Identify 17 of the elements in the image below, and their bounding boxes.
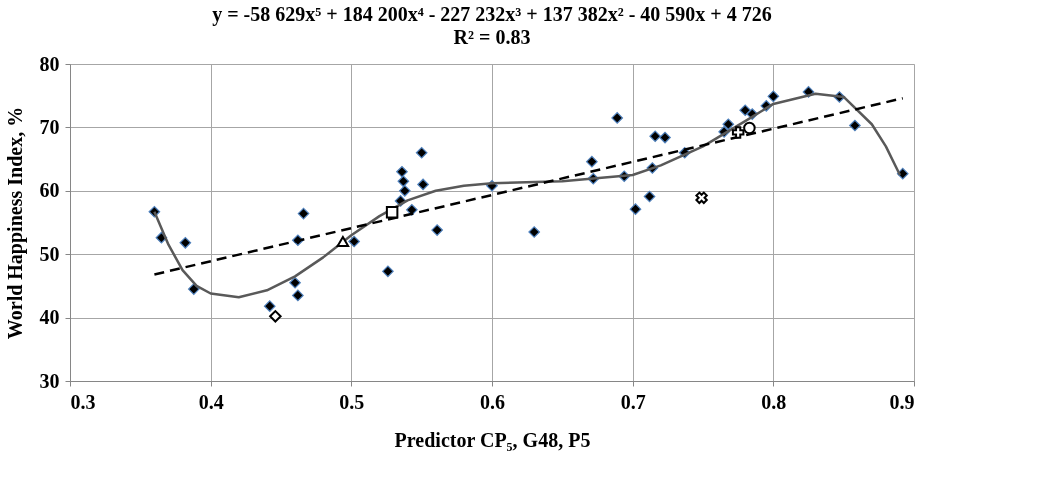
x-tick-label: 0.7 xyxy=(620,390,646,413)
chart-title: y = -58 629x⁵ + 184 200x⁴ - 227 232x³ + 137 382x² - 40 590x + 4 726 xyxy=(212,3,772,26)
x-tick-label: 0.6 xyxy=(480,390,505,413)
x-axis-title: Predictor CP₅, G48, P5 xyxy=(394,428,591,451)
y-tick-label: 50 xyxy=(39,242,60,265)
x-tick-label: 0.5 xyxy=(339,390,365,413)
chart-subtitle: R² = 0.83 xyxy=(453,26,531,48)
y-tick-label: 80 xyxy=(39,52,60,75)
y-tick-label: 60 xyxy=(39,179,60,202)
y-tick-label: 70 xyxy=(39,115,60,138)
y-tick-label: 30 xyxy=(39,369,60,392)
x-tick-label: 0.8 xyxy=(761,390,787,413)
x-tick-label: 0.9 xyxy=(889,390,915,413)
y-tick-label: 40 xyxy=(39,306,60,329)
x-tick-label: 0.3 xyxy=(70,390,96,413)
y-axis-title: World Happiness Index, % xyxy=(3,106,27,340)
x-tick-label: 0.4 xyxy=(198,390,224,413)
